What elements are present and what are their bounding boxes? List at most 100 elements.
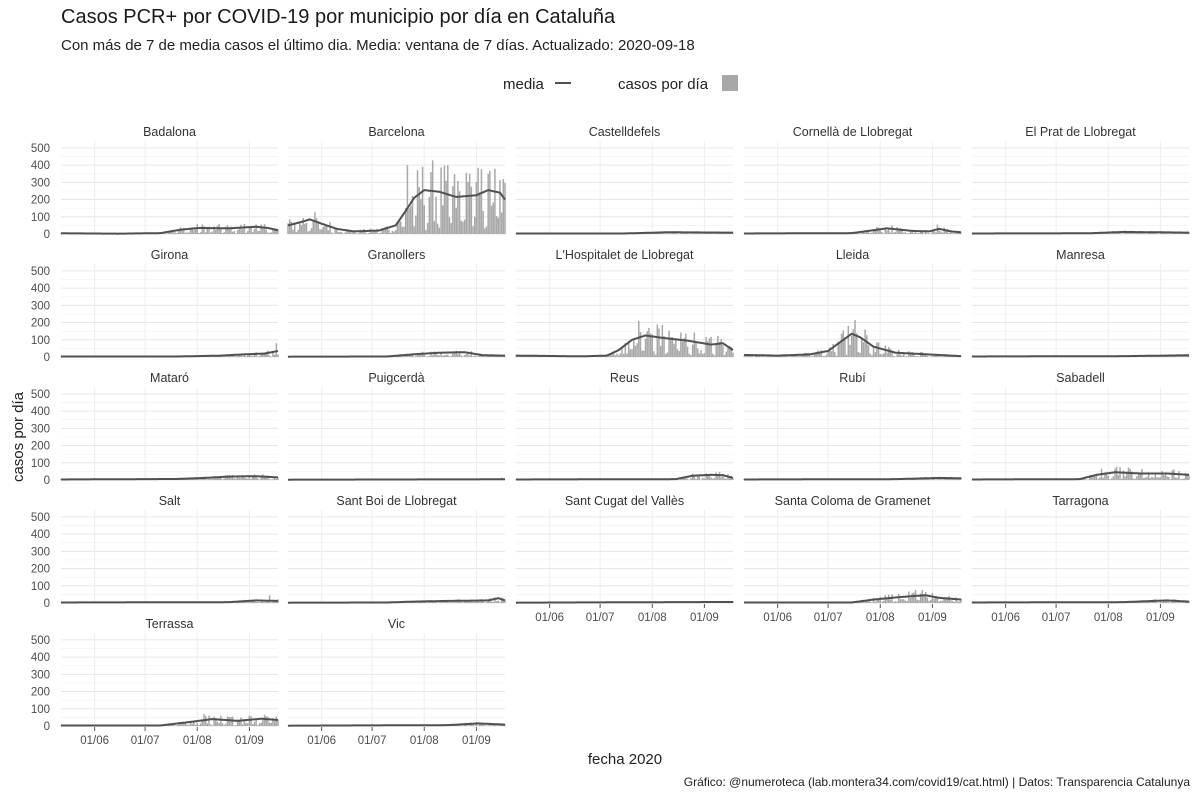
daily-case-bar <box>923 595 925 603</box>
daily-case-bar <box>386 226 388 234</box>
daily-case-bar <box>499 725 501 726</box>
daily-case-bar <box>354 232 357 234</box>
daily-case-bar <box>435 601 437 603</box>
daily-case-bar <box>941 600 944 603</box>
daily-case-bar <box>468 602 471 603</box>
daily-case-bar <box>267 232 269 234</box>
daily-case-bar <box>231 231 234 234</box>
daily-case-bar <box>1109 479 1111 480</box>
daily-case-bar <box>1134 478 1136 480</box>
daily-case-bar <box>644 338 647 357</box>
daily-case-bar <box>408 354 410 357</box>
daily-case-bar <box>891 350 893 357</box>
daily-case-bar <box>639 332 642 357</box>
daily-case-bar <box>1089 475 1091 480</box>
x-tick-label: 01/06 <box>991 612 1020 624</box>
daily-case-bar <box>1176 477 1178 480</box>
daily-case-bar <box>455 350 457 357</box>
daily-case-bar <box>732 478 734 480</box>
daily-case-bar <box>473 601 476 603</box>
daily-case-bar <box>940 600 942 603</box>
daily-case-bar <box>255 601 257 603</box>
daily-case-bar <box>425 356 427 357</box>
daily-case-bar <box>933 231 935 234</box>
daily-case-bar <box>499 601 501 603</box>
daily-case-bar <box>403 226 405 234</box>
daily-case-bar <box>502 179 505 234</box>
daily-case-bar <box>696 475 699 480</box>
daily-case-bar <box>453 353 456 357</box>
daily-case-bar <box>629 349 632 357</box>
daily-case-bar <box>258 231 261 234</box>
daily-case-bar <box>236 476 239 480</box>
daily-case-bar <box>676 349 679 357</box>
daily-case-bar <box>479 602 481 603</box>
daily-case-bar <box>431 160 434 234</box>
daily-case-bar <box>458 191 461 234</box>
daily-case-bar <box>233 356 236 357</box>
daily-case-bar <box>440 353 442 357</box>
daily-case-bar <box>485 226 488 234</box>
daily-case-bar <box>911 231 913 234</box>
daily-case-bar <box>314 212 316 234</box>
daily-case-bar <box>713 477 716 480</box>
daily-case-bar <box>462 356 464 357</box>
daily-case-bar <box>268 595 271 603</box>
y-tick-label: 500 <box>31 143 50 155</box>
average-line <box>971 599 1190 604</box>
daily-case-bar <box>458 351 461 357</box>
daily-case-bar <box>448 602 451 603</box>
daily-case-bar <box>1183 602 1185 603</box>
daily-case-bar <box>1105 474 1108 480</box>
daily-case-bar <box>216 721 219 726</box>
daily-case-bar <box>685 477 687 480</box>
daily-case-bar <box>1152 232 1155 234</box>
daily-case-bar <box>859 352 861 357</box>
y-tick-label: 300 <box>31 423 50 435</box>
daily-case-bar <box>903 232 905 234</box>
daily-case-bar <box>918 233 920 234</box>
daily-case-bar <box>211 231 214 234</box>
daily-case-bar <box>1131 471 1133 480</box>
daily-case-bar <box>1152 477 1155 480</box>
daily-case-bar <box>820 350 823 357</box>
average-line <box>743 227 962 235</box>
daily-case-bar <box>178 229 180 234</box>
daily-case-bar <box>263 714 266 726</box>
daily-case-bar <box>914 356 917 357</box>
daily-case-bar <box>943 478 945 480</box>
daily-case-bar <box>898 593 900 603</box>
daily-case-bar <box>166 233 168 234</box>
facet-panel: Badalona 0 100 200 300 400 500 <box>31 125 279 241</box>
daily-case-bar <box>401 226 404 234</box>
daily-case-bar <box>723 355 726 357</box>
daily-case-bar <box>243 223 246 234</box>
daily-case-bar <box>633 339 635 357</box>
daily-case-bar <box>683 338 685 357</box>
daily-case-bar <box>960 232 962 234</box>
average-line <box>743 594 962 604</box>
daily-case-bar <box>268 232 271 234</box>
daily-case-bar <box>221 479 224 480</box>
daily-case-bar <box>872 347 875 357</box>
daily-case-bar <box>722 344 724 357</box>
facet-strip-label: Mataró <box>150 371 189 385</box>
daily-case-bar <box>728 476 731 480</box>
daily-case-bar <box>198 233 200 234</box>
daily-case-bar <box>656 324 659 357</box>
daily-case-bar <box>1156 601 1158 603</box>
daily-case-bar <box>228 717 230 726</box>
daily-case-bar <box>1163 475 1165 480</box>
daily-case-bar <box>1156 477 1158 480</box>
daily-case-bar <box>255 718 257 726</box>
daily-case-bar <box>225 723 227 726</box>
daily-case-bar <box>631 349 633 357</box>
daily-case-bar <box>262 719 264 726</box>
daily-case-bar <box>686 478 689 480</box>
daily-case-bar <box>265 716 267 726</box>
daily-case-bar <box>455 207 457 234</box>
daily-case-bar <box>835 355 838 357</box>
daily-case-bar <box>189 228 192 234</box>
daily-case-bar <box>241 724 244 726</box>
daily-case-bar <box>226 356 229 357</box>
